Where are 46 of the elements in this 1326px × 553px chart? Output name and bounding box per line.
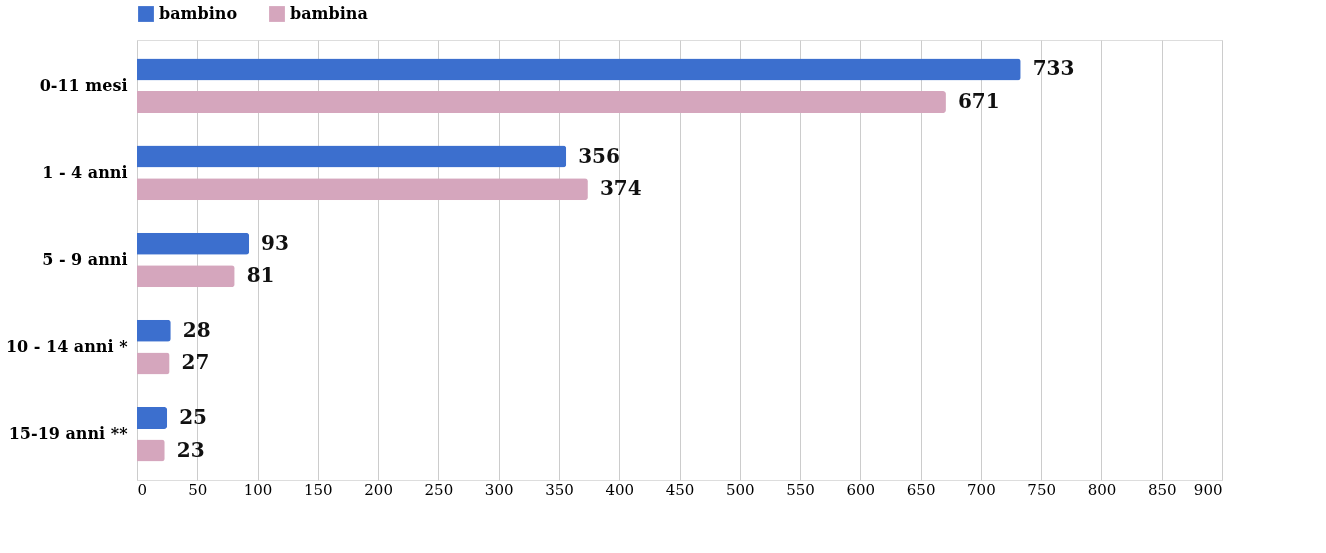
bar (137, 406, 168, 429)
x-tick-label: 650 (906, 480, 936, 499)
x-tick-label: 850 (1147, 480, 1177, 499)
bar (137, 91, 946, 114)
x-tick-label: 700 (967, 480, 996, 499)
x-tick-label: 500 (725, 480, 755, 499)
x-tick-label: 300 (484, 480, 514, 499)
x-tick-label: 450 (665, 480, 695, 499)
x-tick-label: 150 (304, 480, 333, 499)
x-tick-label: 550 (786, 480, 815, 499)
bar (137, 178, 588, 201)
bar (137, 58, 1021, 81)
y-tick-label: 1 - 4 anni (42, 162, 128, 182)
bar (137, 265, 235, 288)
x-tick-label: 50 (188, 480, 208, 499)
data-label: 374 (599, 176, 642, 201)
data-label: 93 (261, 230, 289, 255)
bar (137, 319, 171, 342)
legend-label: bambino (159, 4, 238, 23)
bar (137, 352, 170, 375)
data-label: 28 (182, 317, 211, 342)
y-tick-label: 5 - 9 anni (42, 250, 128, 269)
x-tick-label: 400 (605, 480, 635, 499)
y-tick-label: 15-19 anni ** (8, 424, 129, 444)
data-label: 733 (1032, 56, 1075, 81)
data-label: 671 (957, 89, 1000, 114)
bar (137, 232, 250, 255)
y-tick-label: 10 - 14 anni * (5, 337, 129, 357)
data-label: 27 (181, 350, 210, 375)
bar (137, 145, 567, 168)
x-tick-label: 200 (364, 480, 393, 499)
x-tick-label: 250 (424, 480, 454, 499)
x-tick-label: 100 (243, 480, 273, 499)
x-tick-label: 350 (545, 480, 574, 499)
data-label: 356 (578, 143, 620, 168)
data-label: 23 (176, 437, 205, 462)
x-tick-label: 900 (1193, 480, 1223, 499)
x-tick-label: 800 (1087, 480, 1117, 499)
y-tick-label: 0-11 mesi (39, 75, 128, 95)
legend-label: bambina (290, 4, 368, 23)
x-tick-label: 0 (137, 480, 148, 499)
data-label: 25 (179, 404, 207, 429)
x-tick-label: 750 (1027, 480, 1056, 499)
x-tick-label: 600 (846, 480, 876, 499)
bar (137, 439, 165, 462)
data-label: 81 (246, 263, 275, 288)
